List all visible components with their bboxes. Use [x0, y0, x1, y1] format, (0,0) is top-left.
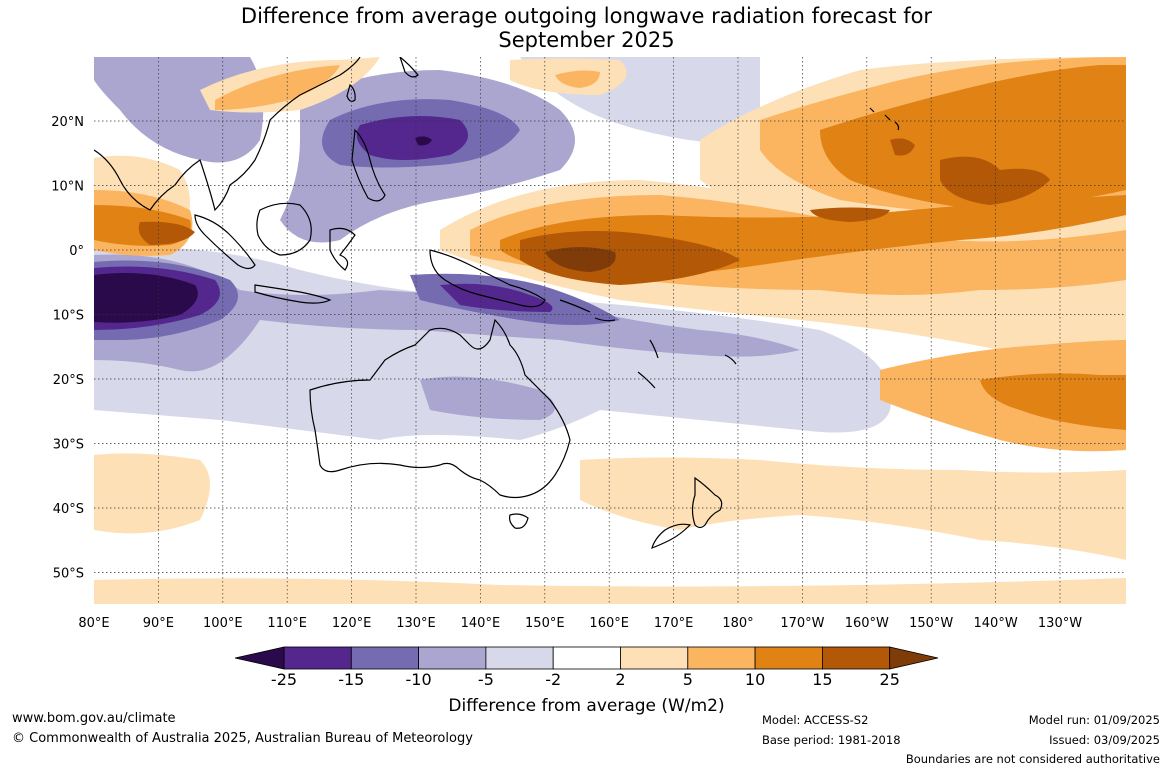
colorbar-tick-label: 10 — [744, 670, 766, 689]
mainland-asia-coastline — [94, 57, 361, 212]
model-run-text: Model run: 01/09/2025 — [1028, 713, 1160, 727]
australia-coastline — [309, 318, 571, 499]
longitude-label: 100°E — [203, 616, 243, 631]
colorbar-segment — [283, 646, 352, 670]
colorbar-segment — [418, 646, 487, 670]
anomaly-band-lt-minus25 — [415, 136, 432, 146]
copyright-text: © Commonwealth of Australia 2025, Austra… — [12, 731, 473, 746]
issued-text: Issued: 03/09/2025 — [1049, 733, 1160, 747]
longitude-label: 80°E — [78, 616, 109, 631]
colorbar-tick-label: 2 — [615, 670, 626, 689]
colorbar-tick-label: -10 — [405, 670, 432, 689]
longitude-label: 140°W — [974, 616, 1018, 631]
longitude-label: 130°W — [1038, 616, 1082, 631]
longitude-label: 110°E — [267, 616, 307, 631]
anomaly-band-p5-p10 — [215, 65, 340, 110]
longitude-label: 160°E — [589, 616, 629, 631]
sulawesi-coastline — [329, 227, 356, 271]
colorbar-segment — [687, 646, 756, 670]
longitude-label: 150°W — [909, 616, 953, 631]
anomaly-band-p5-p10 — [555, 70, 600, 88]
latitude-label: 20°S — [53, 373, 84, 388]
new-zealand-coastline — [651, 476, 723, 549]
solomon-islands-coastline — [559, 299, 616, 322]
colorbar-segment — [822, 646, 891, 670]
anomaly-band-m10-m5 — [420, 376, 555, 420]
anomaly-band-p2-p5 — [94, 578, 1126, 604]
new-caledonia-coastline — [637, 371, 656, 389]
longitude-label: 170°E — [654, 616, 694, 631]
title-line-1: Difference from average outgoing longwav… — [240, 4, 933, 28]
disclaimer-text: Boundaries are not considered authoritat… — [905, 752, 1160, 766]
longitude-label: 130°E — [396, 616, 436, 631]
colorbar-segment — [350, 646, 419, 670]
sumatra-coastline — [194, 214, 256, 270]
coastlines — [94, 57, 900, 549]
map-title: Difference from average outgoing longwav… — [0, 4, 1173, 52]
anomaly-field — [94, 57, 1126, 604]
new-guinea-coastline — [429, 249, 546, 308]
title-line-2: September 2025 — [498, 28, 675, 52]
latitude-label: 10°S — [53, 309, 84, 324]
longitude-label: 150°E — [525, 616, 565, 631]
anomaly-band-p15-p25 — [940, 156, 1050, 205]
anomaly-band-p2-p5 — [94, 453, 210, 534]
graticule — [94, 57, 1126, 604]
colorbar-max-extension — [889, 646, 939, 670]
japan-coastline — [399, 57, 419, 78]
latitude-labels: 20°N 10°N 0° 10°S 20°S 30°S 40°S 50°S — [51, 115, 84, 582]
anomaly-band-gt-p25 — [545, 247, 616, 272]
colorbar-tick-label: 5 — [682, 670, 693, 689]
colorbar-tick-label: -2 — [545, 670, 562, 689]
colorbar-segment — [754, 646, 823, 670]
anomaly-band-p15-p25 — [810, 207, 890, 222]
latitude-label: 50°S — [53, 567, 84, 582]
taiwan-coastline — [346, 83, 356, 102]
website-text: www.bom.gov.au/climate — [12, 711, 176, 726]
fiji-coastline — [724, 354, 737, 365]
latitude-label: 0° — [69, 244, 84, 259]
java-coastline — [254, 284, 332, 304]
philippines-coastline — [351, 128, 386, 202]
longitude-label: 160°W — [845, 616, 889, 631]
colorbar-tick-label: 25 — [879, 670, 900, 689]
anomaly-band-p15-p25 — [138, 221, 195, 245]
anomaly-band-p10-p15 — [820, 65, 1126, 210]
colorbar-min-extension — [234, 646, 285, 670]
colorbar-segment — [552, 646, 621, 670]
longitude-label: 180° — [722, 616, 753, 631]
latitude-label: 40°S — [53, 502, 84, 517]
longitude-label: 170°W — [780, 616, 824, 631]
colorbar-tick-label: 15 — [812, 670, 833, 689]
anomaly-band-p10-p15 — [980, 373, 1126, 430]
longitude-label: 90°E — [143, 616, 174, 631]
colorbar-segment — [620, 646, 689, 670]
colorbar-tick-label: -15 — [338, 670, 365, 689]
hawaii-coastline — [869, 107, 900, 131]
colorbar-segment — [485, 646, 554, 670]
colorbar-tick-label: -5 — [477, 670, 494, 689]
latitude-label: 10°N — [51, 180, 84, 195]
colorbar-label: Difference from average (W/m2) — [448, 696, 725, 716]
anomaly-band-p15-p25 — [520, 231, 740, 285]
anomaly-band-lt-minus25 — [94, 272, 198, 323]
vanuatu-coastline — [649, 339, 659, 359]
borneo-coastline — [256, 202, 312, 256]
longitude-labels: 80°E 90°E 100°E 110°E 120°E 130°E 140°E 150°E 16… — [78, 616, 1082, 631]
latitude-label: 30°S — [53, 438, 84, 453]
base-period-text: Base period: 1981-2018 — [762, 733, 901, 747]
longitude-label: 120°E — [332, 616, 372, 631]
colorbar — [234, 646, 939, 670]
anomaly-band-p15-p25 — [890, 138, 915, 156]
latitude-label: 20°N — [51, 115, 84, 130]
longitude-label: 140°E — [461, 616, 501, 631]
anomaly-band-p2-p5 — [580, 457, 1126, 560]
colorbar-tick-label: -25 — [270, 670, 298, 689]
model-text: Model: ACCESS-S2 — [762, 713, 869, 727]
anomaly-band-m25-m15 — [356, 116, 468, 160]
anomaly-band-m10-m5 — [94, 254, 800, 372]
tasmania-coastline — [508, 513, 529, 529]
